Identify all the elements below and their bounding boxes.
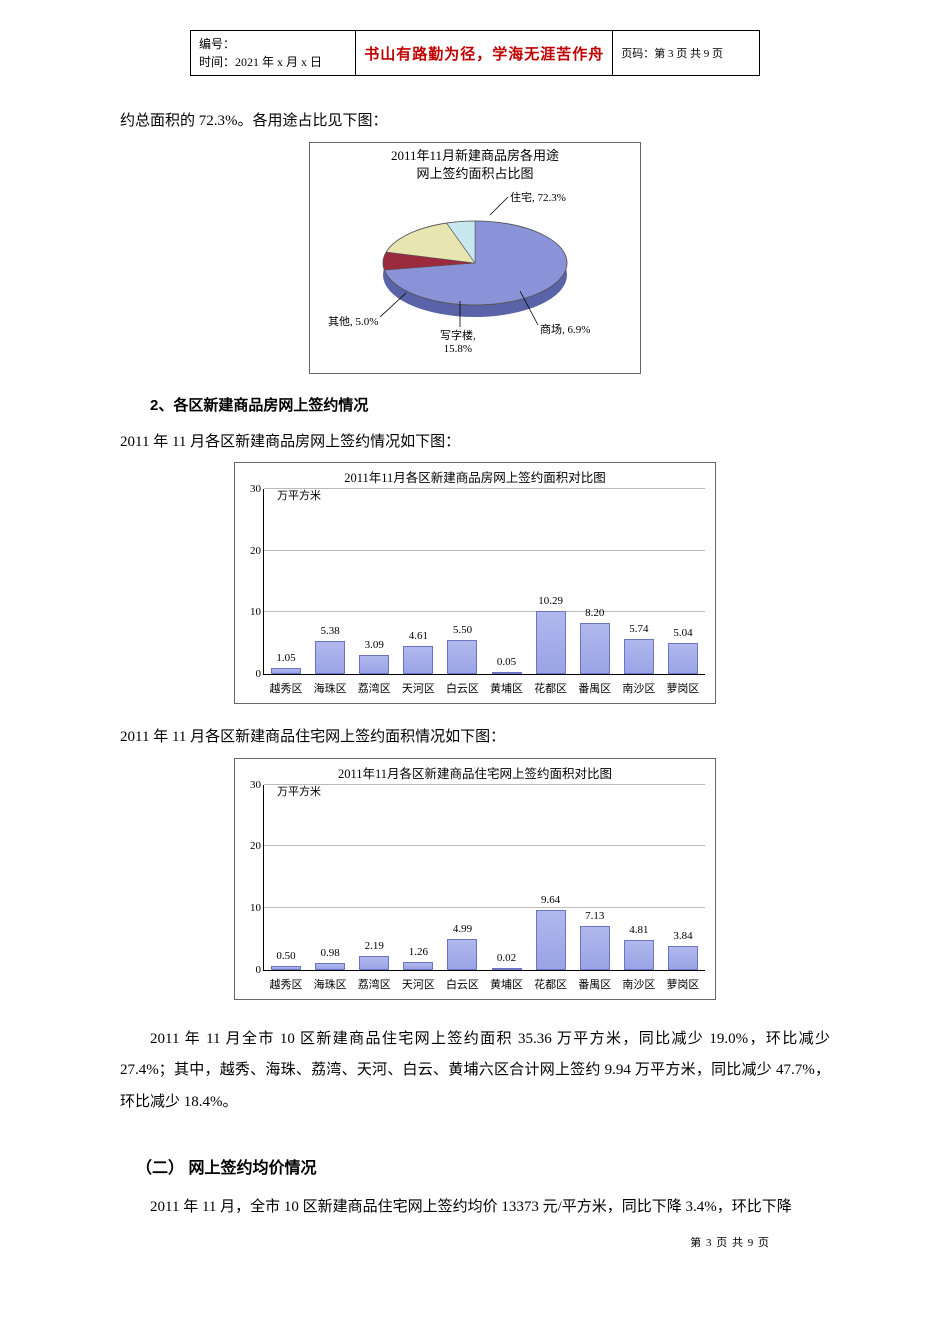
header-id: 编号： [199,37,235,51]
pie-label-residential: 住宅, 72.3% [510,189,566,205]
header-table: 编号： 时间：2021 年 x 月 x 日 书山有路勤为径，学海无涯苦作舟 页码… [190,30,760,76]
pie-label-mall: 商场, 6.9% [540,321,590,337]
bar-chart-1-title: 2011年11月各区新建商品房网上签约面积对比图 [235,467,715,486]
bar-column: 7.13番禺区 [580,926,610,970]
section-2-heading: 2、各区新建商品房网上签约情况 [120,394,830,415]
bar-column: 0.02黄埔区 [492,968,522,970]
bar-column: 8.20番禺区 [580,623,610,674]
bar-column: 2.19荔湾区 [359,956,389,970]
page-footer: 第 3 页 共 9 页 [690,1234,770,1250]
bar-column: 4.99白云区 [447,939,477,970]
pie-chart-title: 2011年11月新建商品房各用途 网上签约面积占比图 [310,147,640,183]
section-2-intro: 2011 年 11 月各区新建商品房网上签约情况如下图： [120,427,830,459]
bar-column: 9.64花都区 [536,910,566,969]
pie-label-office: 写字楼,15.8% [440,327,476,355]
para-intro: 约总面积的 72.3%。各用途占比见下图： [120,106,830,138]
bar-column: 1.05越秀区 [271,668,301,674]
summary-para: 2011 年 11 月全市 10 区新建商品住宅网上签约面积 35.36 万平方… [120,1024,830,1119]
chart3-intro: 2011 年 11 月各区新建商品住宅网上签约面积情况如下图： [120,722,830,754]
bar-column: 5.50白云区 [447,640,477,674]
header-time: 时间：2021 年 x 月 x 日 [199,55,322,69]
price-para: 2011 年 11 月，全市 10 区新建商品住宅网上签约均价 13373 元/… [120,1192,830,1224]
bar-column: 3.09荔湾区 [359,655,389,674]
bar-column: 5.04萝岗区 [668,643,698,674]
header-motto: 书山有路勤为径，学海无涯苦作舟 [356,31,613,76]
bar-column: 3.84萝岗区 [668,946,698,970]
bar-column: 5.38海珠区 [315,641,345,674]
bar-chart-1-plot: 01020301.05越秀区5.38海珠区3.09荔湾区4.61天河区5.50白… [263,489,705,675]
bar-chart-2-plot: 01020300.50越秀区0.98海珠区2.19荔湾区1.26天河区4.99白… [263,785,705,971]
bar-chart-1: 2011年11月各区新建商品房网上签约面积对比图 万平方米 01020301.0… [234,462,716,704]
bar-column: 1.26天河区 [403,962,433,970]
bar-column: 4.61天河区 [403,646,433,674]
bar-column: 0.50越秀区 [271,966,301,969]
header-left: 编号： 时间：2021 年 x 月 x 日 [191,31,356,76]
pie-label-other: 其他, 5.0% [328,313,378,329]
bar-column: 0.05黄埔区 [492,672,522,674]
price-heading: （二） 网上签约均价情况 [120,1154,830,1178]
header-page: 页码：第 3 页 共 9 页 [613,31,760,76]
bar-column: 5.74南沙区 [624,639,654,674]
bar-column: 4.81南沙区 [624,940,654,970]
bar-column: 0.98海珠区 [315,963,345,969]
bar-chart-2-title: 2011年11月各区新建商品住宅网上签约面积对比图 [235,763,715,782]
bar-column: 10.29花都区 [536,611,566,674]
pie-chart: 2011年11月新建商品房各用途 网上签约面积占比图 住宅, 72.3% 商场,… [309,142,641,374]
bar-chart-2: 2011年11月各区新建商品住宅网上签约面积对比图 万平方米 01020300.… [234,758,716,1000]
